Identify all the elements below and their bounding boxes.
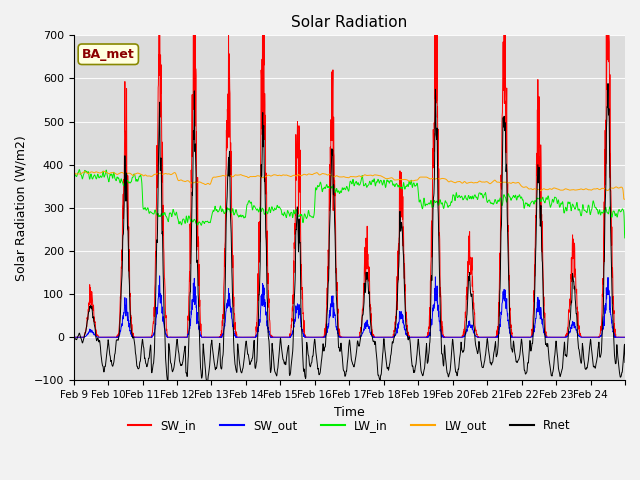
Line: LW_out: LW_out: [74, 171, 625, 199]
LW_out: [547, 186, 554, 192]
LW_in: [244, 201, 252, 206]
Line: LW_in: LW_in: [74, 169, 625, 238]
Legend: SW_in, SW_out, LW_in, LW_out, Rnet: SW_in, SW_out, LW_in, LW_out, Rnet: [123, 414, 576, 437]
LW_out: [614, 185, 621, 191]
LW_in: [547, 204, 554, 210]
LW_in: [76, 167, 83, 172]
Rnet: [70, 337, 77, 343]
SW_in: [516, 335, 524, 340]
LW_in: [383, 179, 390, 185]
LW_out: [620, 196, 628, 202]
Rnet: [516, 354, 524, 360]
Line: SW_out: SW_out: [74, 276, 625, 337]
Rnet: [125, 264, 132, 270]
Rnet: [621, 360, 629, 365]
LW_out: [100, 168, 108, 174]
LW_out: [516, 180, 524, 186]
LW_out: [70, 169, 77, 175]
SW_out: [70, 335, 77, 340]
SW_out: [383, 335, 390, 340]
SW_out: [77, 335, 84, 340]
SW_in: [547, 335, 555, 340]
Y-axis label: Solar Radiation (W/m2): Solar Radiation (W/m2): [15, 135, 28, 281]
Text: BA_met: BA_met: [82, 48, 134, 61]
Rnet: [547, 368, 554, 373]
LW_out: [125, 170, 132, 176]
LW_in: [614, 214, 621, 220]
SW_out: [244, 335, 252, 340]
Rnet: [604, 81, 612, 86]
LW_out: [244, 175, 252, 180]
LW_in: [621, 235, 629, 241]
Line: SW_in: SW_in: [74, 0, 625, 337]
Rnet: [614, 351, 621, 357]
SW_out: [547, 335, 555, 340]
Title: Solar Radiation: Solar Radiation: [291, 15, 408, 30]
Rnet: [383, 362, 390, 368]
LW_in: [621, 235, 628, 241]
LW_out: [383, 176, 390, 181]
SW_out: [621, 335, 629, 340]
SW_in: [70, 335, 77, 340]
SW_in: [77, 335, 84, 340]
SW_in: [383, 335, 390, 340]
Rnet: [204, 380, 211, 386]
SW_in: [125, 268, 132, 274]
SW_out: [125, 324, 132, 330]
LW_in: [516, 192, 524, 198]
SW_out: [516, 335, 524, 340]
SW_out: [156, 273, 163, 279]
LW_in: [125, 180, 132, 185]
SW_out: [614, 335, 621, 340]
Line: Rnet: Rnet: [74, 84, 625, 383]
LW_in: [70, 172, 77, 178]
SW_in: [244, 335, 252, 340]
X-axis label: Time: Time: [334, 406, 365, 419]
LW_out: [621, 196, 629, 202]
Rnet: [244, 351, 252, 357]
SW_in: [614, 335, 621, 340]
SW_in: [621, 335, 629, 340]
